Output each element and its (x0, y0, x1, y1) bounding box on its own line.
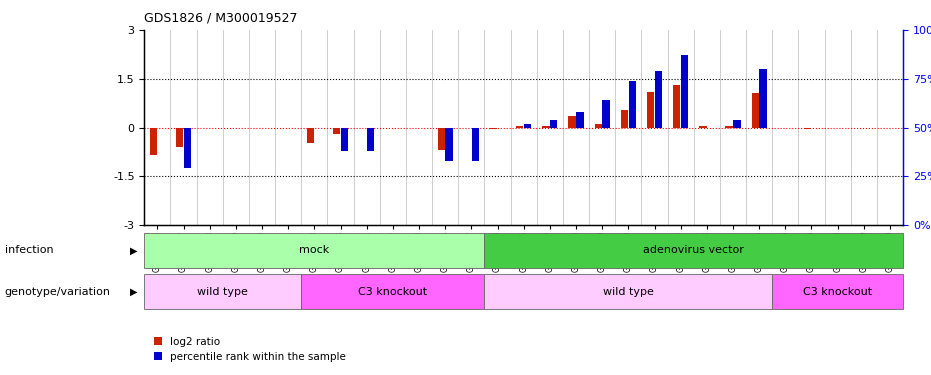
Bar (576, 112, 584, 128)
Bar (524, 124, 532, 128)
Bar (542, 126, 549, 128)
Bar (367, 128, 374, 151)
Text: ▶: ▶ (130, 286, 138, 297)
Bar (803, 128, 811, 129)
Bar (516, 126, 523, 128)
Bar (490, 128, 497, 129)
Bar (569, 116, 575, 128)
Bar (772, 274, 903, 309)
Bar (734, 120, 740, 128)
Text: ▶: ▶ (130, 245, 138, 255)
Bar (602, 100, 610, 128)
Text: mock: mock (299, 245, 330, 255)
Bar (751, 93, 759, 128)
Bar (681, 56, 688, 128)
Bar (438, 128, 445, 150)
Bar (144, 274, 302, 309)
Text: adenovirus vector: adenovirus vector (643, 245, 744, 255)
Text: C3 knockout: C3 knockout (803, 286, 872, 297)
Text: genotype/variation: genotype/variation (5, 286, 111, 297)
Bar (673, 85, 681, 128)
Bar (307, 128, 314, 143)
Bar (150, 128, 157, 155)
Bar (341, 128, 348, 151)
Bar (595, 124, 602, 128)
Bar (628, 81, 636, 128)
Text: wild type: wild type (197, 286, 249, 297)
Text: C3 knockout: C3 knockout (358, 286, 427, 297)
Bar (654, 71, 662, 128)
Text: infection: infection (5, 245, 53, 255)
Text: GDS1826 / M300019527: GDS1826 / M300019527 (144, 11, 298, 24)
Bar (725, 126, 733, 128)
Bar (302, 274, 484, 309)
Bar (144, 232, 484, 268)
Bar (484, 274, 772, 309)
Legend: log2 ratio, percentile rank within the sample: log2 ratio, percentile rank within the s… (150, 333, 350, 366)
Bar (176, 128, 183, 147)
Bar (621, 110, 628, 128)
Bar (647, 92, 654, 128)
Bar (484, 232, 903, 268)
Text: wild type: wild type (603, 286, 654, 297)
Bar (333, 128, 340, 134)
Bar (550, 120, 558, 128)
Bar (699, 126, 707, 128)
Bar (183, 128, 191, 168)
Bar (445, 128, 452, 160)
Bar (760, 69, 767, 128)
Bar (472, 128, 479, 160)
